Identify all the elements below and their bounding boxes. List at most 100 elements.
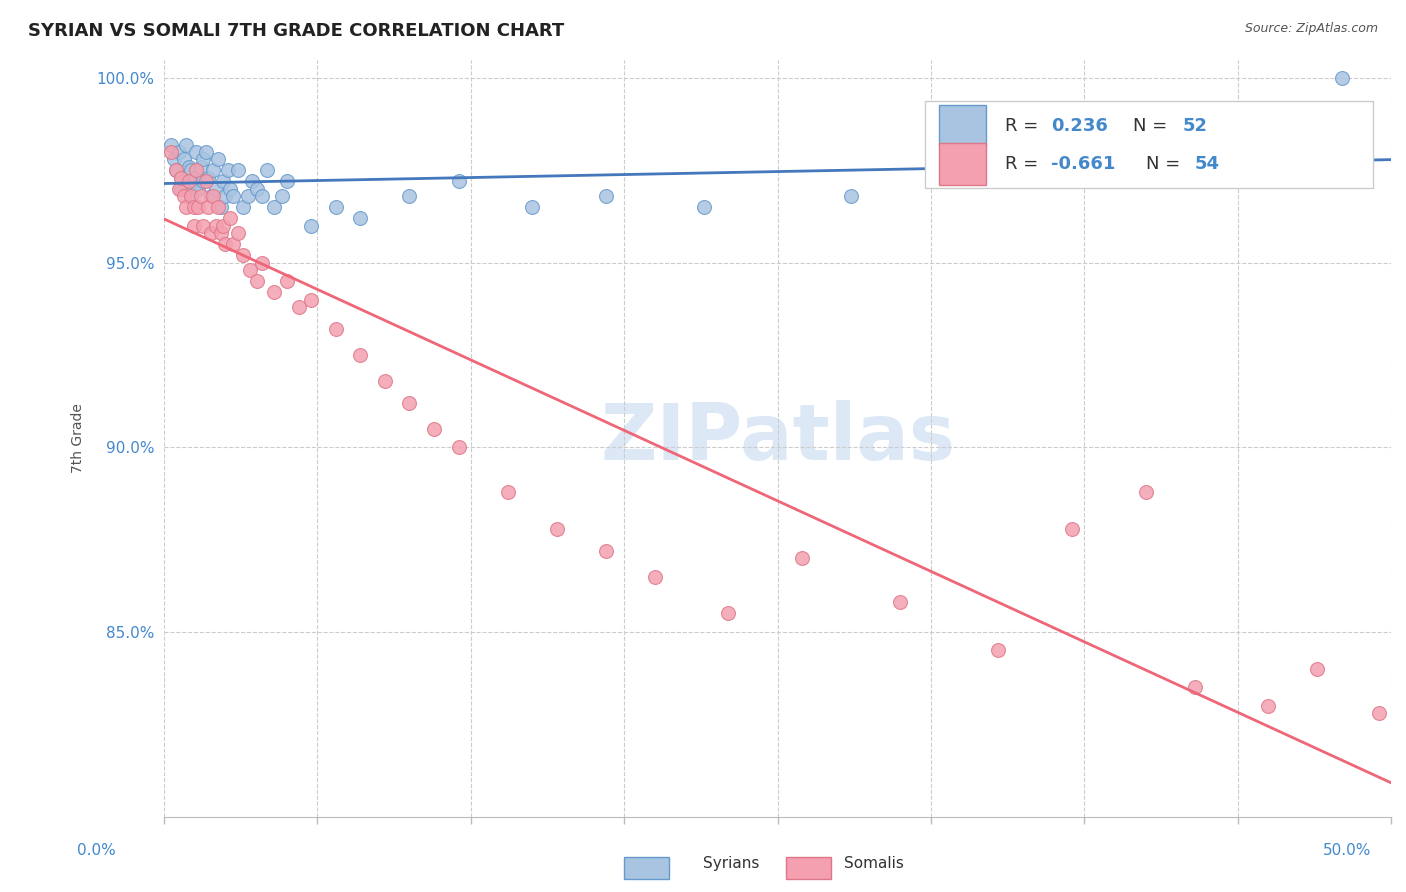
Point [447,174,470,188]
Point [242,174,264,188]
Point [325,200,347,214]
Point [987,643,1010,657]
Point [184,170,207,185]
Point [889,595,911,609]
Point [349,348,371,362]
Point [232,200,254,214]
Point [184,163,207,178]
FancyBboxPatch shape [925,101,1372,188]
Text: Source: ZipAtlas.com: Source: ZipAtlas.com [1244,22,1378,36]
Point [276,274,298,288]
Point [1368,706,1391,720]
Point [212,174,235,188]
Point [209,226,232,240]
Point [398,189,420,203]
Point [173,153,195,167]
Point [839,189,862,203]
Point [180,163,202,178]
Point [202,189,225,203]
Point [239,263,262,277]
Text: N =: N = [1133,117,1174,135]
Point [160,137,183,152]
Point [1135,484,1157,499]
Point [263,285,285,300]
Point [193,174,215,188]
Point [183,200,205,214]
Point [165,163,187,178]
Point [207,153,229,167]
Point [160,145,183,159]
Text: Syrians: Syrians [703,856,759,871]
Point [252,255,274,269]
Point [222,237,245,252]
Point [1330,71,1353,86]
Point [398,396,420,410]
Point [177,160,200,174]
Point [170,182,193,196]
Point [256,163,278,178]
Point [184,145,207,159]
Point [193,153,215,167]
Point [200,189,222,203]
Point [349,211,371,226]
Text: 54: 54 [1195,155,1219,173]
Bar [939,143,986,185]
Point [790,551,813,566]
Y-axis label: 7th Grade: 7th Grade [72,403,86,473]
Point [325,322,347,336]
Point [207,200,229,214]
Text: SYRIAN VS SOMALI 7TH GRADE CORRELATION CHART: SYRIAN VS SOMALI 7TH GRADE CORRELATION C… [28,22,564,40]
Point [194,145,217,159]
Text: -0.661: -0.661 [1052,155,1115,173]
Point [170,170,193,185]
Point [1184,681,1206,695]
Point [167,145,190,159]
Point [226,226,249,240]
Point [423,422,446,436]
Point [1060,522,1083,536]
Point [165,163,187,178]
Point [200,226,222,240]
Point [187,200,209,214]
Point [202,163,225,178]
Point [217,163,239,178]
Point [183,174,205,188]
Point [595,189,617,203]
Point [447,440,470,454]
Point [246,182,269,196]
Point [204,182,226,196]
Point [1257,698,1279,713]
Bar [786,857,831,879]
Point [1012,174,1035,188]
Point [520,200,543,214]
Text: ZIPatlas: ZIPatlas [600,401,955,476]
Point [595,543,617,558]
Text: 0.0%: 0.0% [77,843,117,857]
Bar [939,104,986,146]
Point [187,182,209,196]
Text: 52: 52 [1182,117,1208,135]
Point [496,484,519,499]
Point [204,219,226,233]
Point [167,182,190,196]
Point [197,170,219,185]
Point [197,200,219,214]
Point [288,300,311,314]
Point [546,522,568,536]
Point [177,182,200,196]
Point [170,170,193,185]
Text: Somalis: Somalis [844,856,904,871]
Point [299,219,322,233]
Point [163,153,186,167]
Point [183,219,205,233]
Point [193,219,215,233]
Bar [624,857,669,879]
Point [693,200,716,214]
Point [226,163,249,178]
Text: N =: N = [1146,155,1185,173]
Point [717,607,740,621]
Point [263,200,285,214]
Point [270,189,292,203]
Point [174,137,197,152]
Point [180,189,202,203]
